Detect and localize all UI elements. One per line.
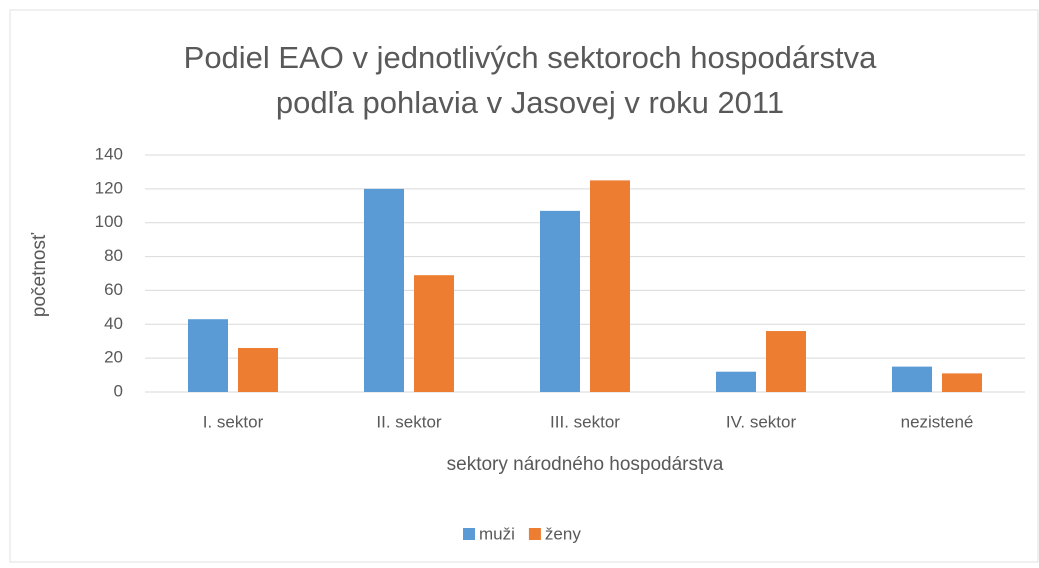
bar bbox=[414, 275, 454, 392]
legend-swatch bbox=[528, 528, 541, 540]
y-tick-label: 100 bbox=[95, 212, 123, 231]
y-axis-title: početnosť bbox=[29, 232, 50, 317]
x-tick-label: IV. sektor bbox=[726, 412, 797, 431]
x-tick-label: III. sektor bbox=[550, 412, 620, 431]
x-tick-label: I. sektor bbox=[203, 412, 264, 431]
y-tick-label: 20 bbox=[104, 348, 123, 367]
bar bbox=[590, 180, 630, 392]
legend-swatch bbox=[463, 528, 475, 540]
legend-label: muži bbox=[479, 524, 515, 543]
x-tick-label: II. sektor bbox=[376, 412, 442, 431]
x-tick-label: nezistené bbox=[901, 412, 974, 431]
y-tick-label: 40 bbox=[104, 314, 123, 333]
y-tick-label: 80 bbox=[104, 246, 123, 265]
bar bbox=[942, 373, 982, 392]
legend-label: ženy bbox=[545, 524, 581, 543]
bar bbox=[540, 210, 580, 392]
y-tick-label: 120 bbox=[95, 178, 123, 197]
bar bbox=[364, 188, 404, 392]
y-tick-label: 0 bbox=[114, 381, 123, 400]
y-tick-label: 60 bbox=[104, 280, 123, 299]
chart-title: podľa pohlavia v Jasovej v roku 2011 bbox=[276, 85, 784, 120]
bar bbox=[766, 331, 806, 392]
x-axis-title: sektory národného hospodárstva bbox=[447, 454, 724, 475]
bar bbox=[892, 366, 932, 392]
bar bbox=[188, 319, 228, 392]
chart-title: Podiel EAO v jednotlivých sektoroch hosp… bbox=[184, 40, 877, 75]
bar bbox=[716, 371, 756, 392]
bar bbox=[238, 347, 278, 392]
chart-border bbox=[9, 9, 1039, 563]
y-tick-label: 140 bbox=[95, 144, 123, 163]
